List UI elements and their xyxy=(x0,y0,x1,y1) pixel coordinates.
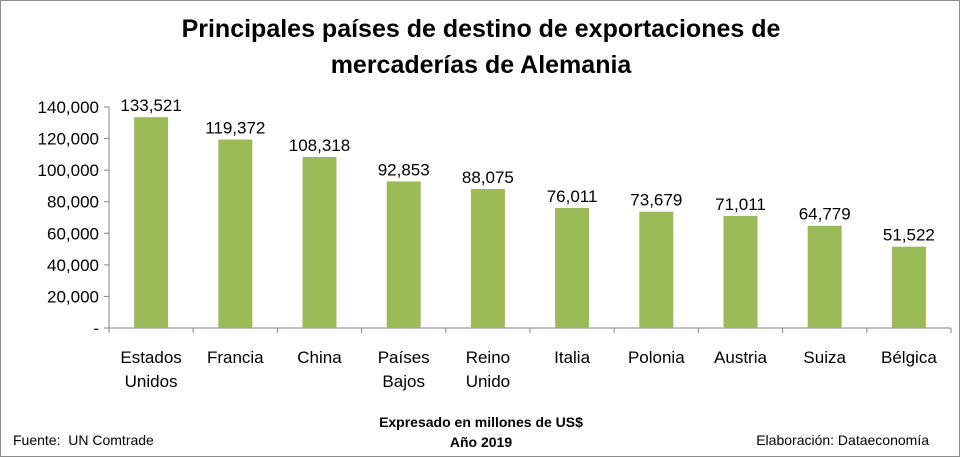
bar xyxy=(134,117,169,328)
data-label: 119,372 xyxy=(205,119,265,138)
x-tick-label: Bajos xyxy=(382,372,425,391)
bar xyxy=(555,208,590,328)
chart-title-line-2: mercaderías de Alemania xyxy=(330,51,632,79)
x-tick-label: Italia xyxy=(554,348,590,367)
bar xyxy=(386,181,421,328)
x-tick-label: Francia xyxy=(207,348,264,367)
x-tick-label: Bélgica xyxy=(881,348,937,367)
bar xyxy=(470,188,505,328)
x-tick-label: China xyxy=(297,348,342,367)
bar xyxy=(302,157,337,328)
y-tick-label: 80,000 xyxy=(47,193,99,212)
x-tick-label: Unidos xyxy=(125,372,178,391)
x-tick-label: Países xyxy=(378,348,430,367)
y-tick-label: 120,000 xyxy=(38,130,99,149)
x-tick-label: Reino xyxy=(466,348,510,367)
source-note: Fuente: UN Comtrade xyxy=(13,432,154,448)
data-label: 108,318 xyxy=(289,136,350,155)
y-tick-label: 140,000 xyxy=(38,98,99,117)
credit-note: Elaboración: Dataeconomía xyxy=(756,432,929,448)
data-label: 71,011 xyxy=(715,195,766,214)
y-tick-label: 20,000 xyxy=(47,287,99,306)
chart-title-line-1: Principales países de destino de exporta… xyxy=(181,15,781,43)
chart-subtitle: Expresado en millones de US$ Año 2019 xyxy=(331,412,631,452)
y-tick-label: 40,000 xyxy=(47,256,99,275)
x-tick-label: Suiza xyxy=(803,348,846,367)
bar xyxy=(723,215,758,328)
data-label: 64,779 xyxy=(799,205,851,224)
bar xyxy=(891,246,926,328)
y-tick-label: 60,000 xyxy=(47,224,99,243)
y-tick-label: 100,000 xyxy=(38,161,99,180)
bar xyxy=(807,225,842,328)
x-tick-label: Polonia xyxy=(628,348,685,367)
data-label: 51,522 xyxy=(883,226,935,245)
subtitle-line-2: Año 2019 xyxy=(449,434,513,450)
x-tick-label: Estados xyxy=(120,348,181,367)
subtitle-line-1: Expresado en millones de US$ xyxy=(379,414,583,430)
x-tick-label: Unido xyxy=(466,372,510,391)
data-label: 92,853 xyxy=(378,160,430,179)
data-label: 76,011 xyxy=(547,187,598,206)
y-tick-label: - xyxy=(93,319,99,338)
data-label: 73,679 xyxy=(630,191,682,210)
bar xyxy=(218,139,253,328)
data-label: 88,075 xyxy=(462,168,514,187)
chart-title: Principales países de destino de exporta… xyxy=(111,11,851,83)
x-tick-label: Austria xyxy=(714,348,767,367)
bar xyxy=(639,211,674,328)
data-label: 133,521 xyxy=(120,96,181,115)
